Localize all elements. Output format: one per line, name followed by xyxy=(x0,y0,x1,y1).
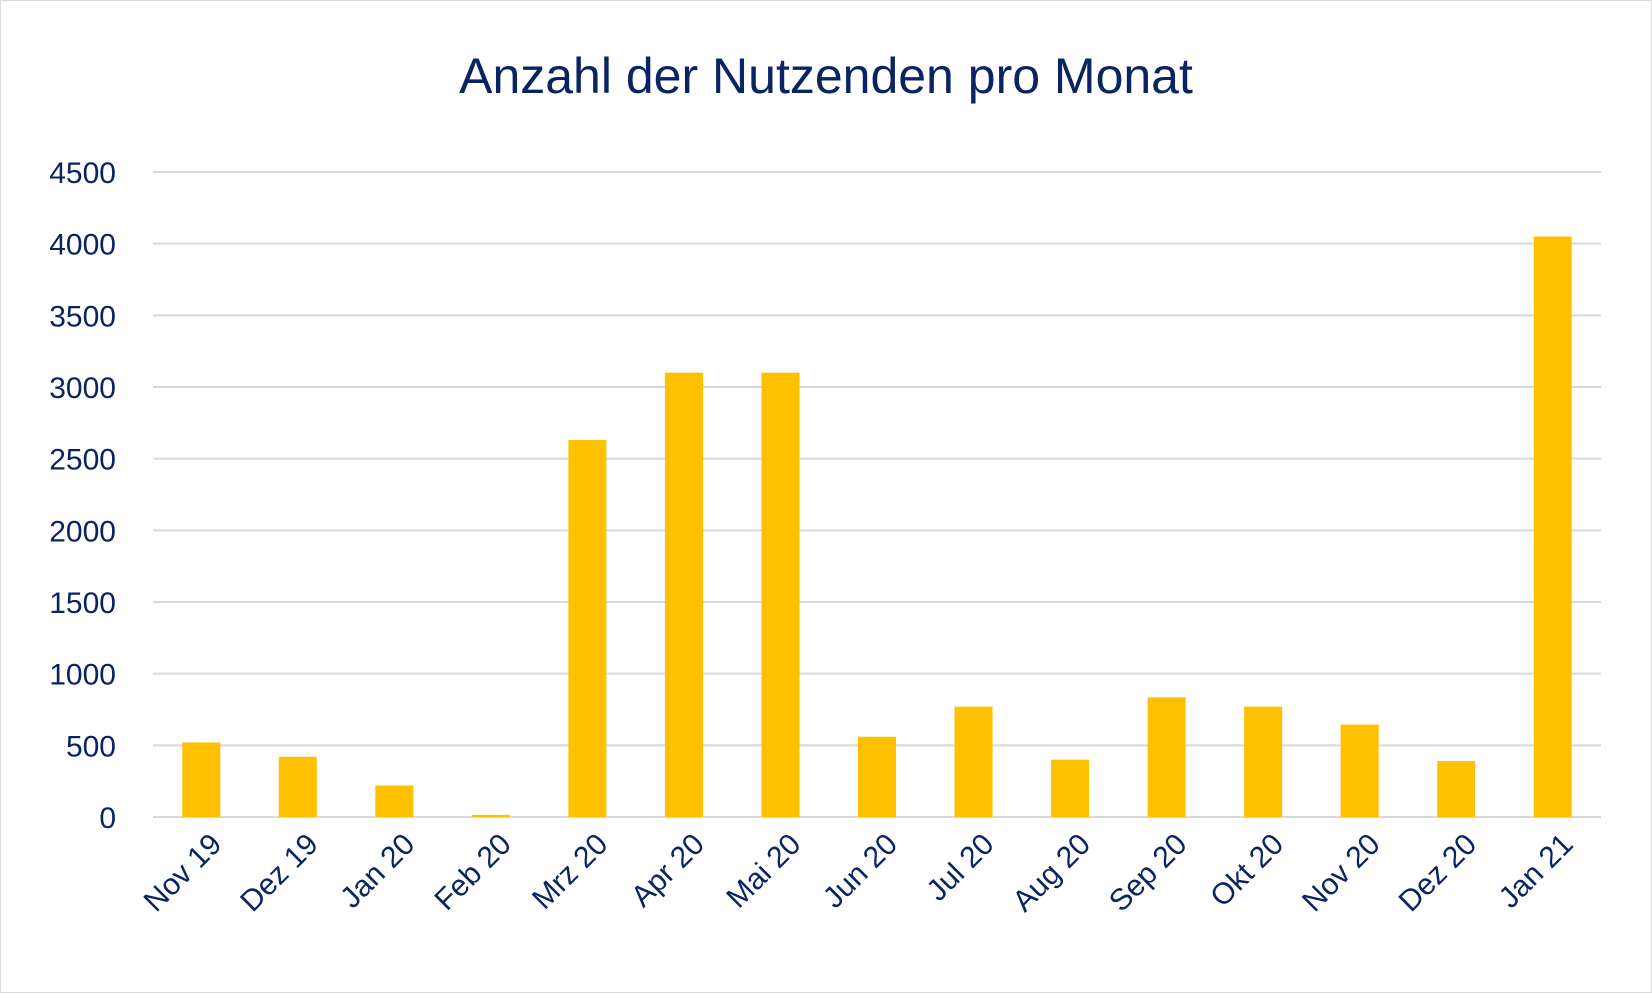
x-tick-label: Mrz 20 xyxy=(526,828,614,916)
x-tick-label: Jan 21 xyxy=(1493,828,1580,915)
bar xyxy=(568,440,607,817)
y-tick-label: 3500 xyxy=(49,300,116,333)
y-tick-label: 0 xyxy=(99,802,116,835)
y-tick-label: 2000 xyxy=(49,515,116,548)
bar xyxy=(182,742,221,817)
bar xyxy=(471,814,510,817)
bar xyxy=(1051,759,1090,817)
gridlines xyxy=(153,171,1601,818)
y-tick-label: 500 xyxy=(66,730,116,763)
y-tick-label: 1000 xyxy=(49,659,116,692)
x-tick-label: Sep 20 xyxy=(1103,828,1194,919)
x-tick-label: Jan 20 xyxy=(334,828,421,915)
bar xyxy=(278,756,317,817)
bar xyxy=(954,706,993,817)
x-tick-label: Dez 19 xyxy=(234,828,325,919)
x-tick-label: Apr 20 xyxy=(625,828,711,914)
y-tick-label: 2500 xyxy=(49,444,116,477)
bar xyxy=(664,372,703,817)
y-tick-label: 4500 xyxy=(49,157,116,190)
x-tick-label: Mai 20 xyxy=(720,828,807,915)
x-tick-label: Aug 20 xyxy=(1006,828,1097,919)
bar xyxy=(1244,706,1283,817)
x-tick-label: Nov 20 xyxy=(1296,828,1387,919)
x-tick-label: Feb 20 xyxy=(428,828,517,917)
chart-title: Anzahl der Nutzenden pro Monat xyxy=(459,48,1193,104)
y-tick-label: 4000 xyxy=(49,229,116,262)
y-axis-ticks: 0 500 1000 1500 2000 2500 3000 3500 4000 4500 xyxy=(49,157,116,835)
x-tick-label: Nov 19 xyxy=(138,828,229,919)
bar xyxy=(1437,761,1476,817)
bar xyxy=(1340,724,1379,817)
bar xyxy=(375,785,414,817)
x-tick-label: Okt 20 xyxy=(1204,828,1290,914)
bar xyxy=(761,372,800,817)
bar xyxy=(1533,236,1572,817)
x-tick-label: Dez 20 xyxy=(1393,828,1484,919)
x-tick-label: Jun 20 xyxy=(817,828,904,915)
bar xyxy=(1147,697,1186,817)
bar xyxy=(858,736,896,817)
x-tick-label: Jul 20 xyxy=(921,828,1001,908)
bars xyxy=(182,236,1572,817)
y-tick-label: 1500 xyxy=(49,587,116,620)
x-axis-ticks: Nov 19 Dez 19 Jan 20 Feb 20 Mrz 20 Apr 20 Mai … xyxy=(138,828,1580,919)
y-tick-label: 3000 xyxy=(49,372,116,405)
